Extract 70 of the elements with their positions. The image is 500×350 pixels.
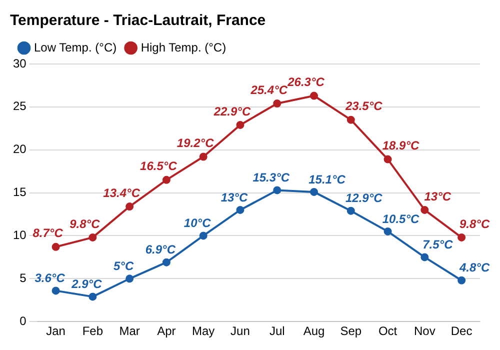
x-tick-label: Aug (303, 324, 325, 338)
y-tick-label: 5 (20, 270, 27, 285)
x-tick-label: Nov (414, 324, 436, 338)
x-tick-label: Jan (46, 324, 66, 338)
chart-title: Temperature - Triac-Lautrait, France (10, 12, 266, 30)
data-label: 13°C (424, 189, 452, 204)
x-tick-label: Sep (340, 324, 362, 338)
data-label: 13.4°C (103, 186, 140, 200)
data-label: 12.9°C (345, 191, 383, 206)
data-label: 19.2°C (176, 136, 214, 150)
point (126, 274, 134, 283)
point (310, 188, 318, 196)
y-tick-label: 25 (12, 99, 27, 114)
data-label: 15.3°C (252, 170, 290, 185)
data-label: 10°C (184, 216, 212, 230)
data-label: 7.5°C (422, 238, 454, 252)
x-tick-label: Jul (269, 324, 285, 338)
point (52, 286, 60, 295)
x-tick-label: May (192, 324, 215, 338)
data-label: 10.5°C (382, 212, 420, 226)
y-tick-label: 15 (12, 185, 27, 200)
data-label: 8.7°C (32, 226, 64, 240)
data-label: 23.5°C (344, 99, 383, 114)
x-tick-label: Mar (119, 324, 140, 338)
point (273, 186, 282, 194)
point (52, 242, 60, 251)
point (199, 152, 208, 161)
point (236, 120, 244, 129)
data-label: 18.9°C (382, 138, 420, 153)
data-label: 2.9°C (70, 277, 102, 292)
point (420, 253, 429, 262)
x-tick-label: Oct (378, 324, 398, 338)
data-label: 9.8°C (70, 216, 100, 231)
data-label: 3.6°C (34, 271, 66, 285)
point (126, 202, 134, 211)
data-label: 13°C (220, 190, 248, 204)
y-tick-label: 10 (12, 228, 27, 242)
y-tick-label: 30 (12, 56, 27, 70)
data-label: 4.8°C (458, 260, 490, 275)
point (88, 233, 97, 242)
x-tick-label: Dec (450, 324, 472, 338)
data-label: 6.9°C (145, 242, 176, 257)
point (88, 292, 97, 301)
point (384, 155, 392, 164)
point (384, 227, 392, 236)
point (420, 206, 429, 214)
data-label: 9.8°C (459, 216, 490, 231)
point (458, 276, 466, 284)
point (236, 206, 244, 214)
data-label: 22.9°C (212, 104, 251, 118)
legend-label: High Temp. (°C) (140, 40, 226, 54)
data-label: 26.3°C (286, 75, 325, 90)
y-tick-label: 20 (12, 142, 27, 156)
point (346, 206, 355, 215)
data-label: 16.5°C (140, 159, 178, 174)
data-label: 25.4°C (250, 82, 288, 97)
point (273, 100, 282, 108)
x-tick-label: Apr (157, 324, 176, 338)
y-tick-label: 0 (20, 314, 27, 328)
x-tick-label: Feb (82, 324, 104, 338)
point (162, 258, 170, 266)
point (458, 233, 466, 242)
data-label: 5°C (113, 258, 134, 273)
data-label: 15.1°C (308, 172, 346, 186)
point (346, 116, 355, 124)
point (162, 176, 170, 184)
point (310, 92, 318, 100)
legend-label: Low Temp. (°C) (34, 40, 117, 54)
point (199, 232, 208, 240)
x-tick-label: Jun (230, 324, 250, 338)
